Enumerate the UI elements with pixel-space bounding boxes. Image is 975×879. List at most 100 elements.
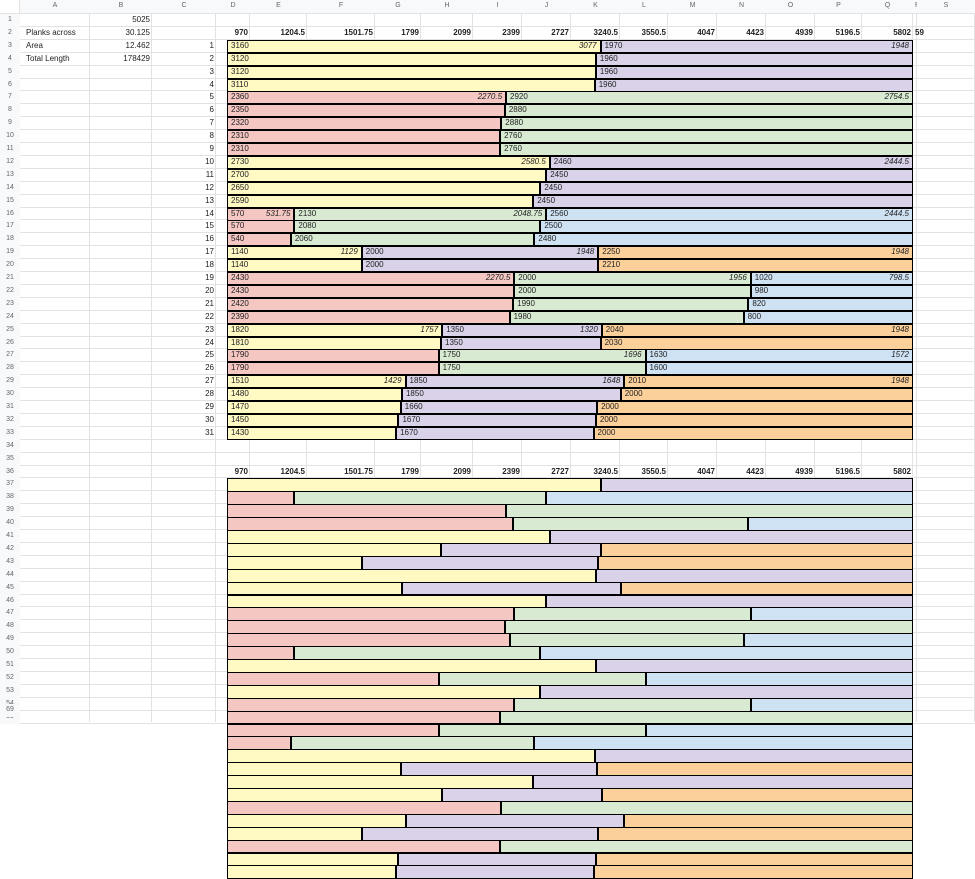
plank-segment[interactable]	[227, 130, 501, 144]
distance-header[interactable]: 2727	[551, 27, 569, 37]
compressed-plank-segment[interactable]	[227, 671, 439, 686]
plank-segment[interactable]	[514, 284, 751, 298]
plank-segment[interactable]	[598, 259, 913, 273]
plank-segment[interactable]	[227, 388, 402, 402]
plank-segment[interactable]	[227, 284, 515, 298]
compressed-plank-segment[interactable]	[227, 659, 596, 673]
distance-header[interactable]: 1204.5	[280, 466, 305, 476]
compressed-plank-segment[interactable]	[743, 633, 913, 648]
row-header[interactable]: 9	[0, 117, 20, 131]
column-header-d[interactable]: D	[216, 0, 250, 13]
compressed-plank-segment[interactable]	[227, 646, 295, 660]
plank-segment[interactable]	[506, 91, 913, 105]
plank-segment[interactable]	[595, 65, 913, 79]
plank-segment[interactable]	[294, 207, 547, 221]
distance-header[interactable]: 970	[234, 27, 248, 37]
plank-segment[interactable]	[600, 336, 913, 350]
compressed-plank-segment[interactable]	[540, 684, 913, 699]
compressed-plank-segment[interactable]	[227, 542, 441, 557]
row-header[interactable]: 23	[0, 297, 20, 311]
plank-segment[interactable]	[396, 426, 594, 440]
row-header[interactable]: 35	[0, 452, 20, 466]
row-header[interactable]: 11	[0, 143, 20, 156]
column-header-a[interactable]: A	[20, 0, 90, 13]
column-header-s[interactable]: S	[917, 0, 975, 13]
plank-segment[interactable]	[227, 52, 596, 66]
row-header[interactable]: 43	[0, 555, 20, 569]
row-header[interactable]: 2	[0, 26, 20, 40]
plank-segment[interactable]	[227, 143, 501, 156]
row-header[interactable]: 1	[0, 14, 20, 27]
distance-header[interactable]: 4047	[697, 466, 715, 476]
row-header[interactable]: 50	[0, 646, 20, 660]
plank-number[interactable]: 20	[205, 285, 214, 295]
row-header[interactable]: 8	[0, 104, 20, 118]
plank-segment[interactable]	[227, 426, 397, 440]
compressed-plank-segment[interactable]	[438, 723, 646, 738]
compressed-plank-segment[interactable]	[396, 865, 594, 879]
plank-segment[interactable]	[290, 233, 535, 247]
column-header-g[interactable]: G	[375, 0, 421, 13]
compressed-plank-segment[interactable]	[546, 491, 913, 506]
plank-segment[interactable]	[401, 388, 621, 402]
plank-segment[interactable]	[227, 259, 362, 273]
plank-segment[interactable]	[748, 297, 913, 311]
compressed-plank-segment[interactable]	[598, 826, 913, 841]
distance-header[interactable]: 3550.5	[641, 27, 666, 37]
plank-segment[interactable]	[500, 130, 913, 144]
row-header[interactable]: 6	[0, 78, 20, 92]
compressed-plank-segment[interactable]	[549, 530, 913, 544]
row-header[interactable]: 19	[0, 246, 20, 260]
plank-number[interactable]: 2	[209, 53, 214, 63]
compressed-plank-segment[interactable]	[540, 646, 913, 660]
plank-number[interactable]: 25	[205, 350, 214, 360]
distance-header[interactable]: 3240.5	[593, 27, 618, 37]
plank-segment[interactable]	[294, 220, 541, 234]
distance-header[interactable]: 4939	[795, 466, 813, 476]
plank-number[interactable]: 24	[205, 337, 214, 347]
compressed-plank-segment[interactable]	[227, 491, 295, 506]
plank-segment[interactable]	[620, 388, 913, 402]
compressed-plank-segment[interactable]	[294, 491, 547, 506]
compressed-plank-segment[interactable]	[227, 581, 402, 596]
column-header-n[interactable]: N	[717, 0, 766, 13]
row-header[interactable]: 13	[0, 168, 20, 182]
plank-segment[interactable]	[743, 310, 913, 324]
plank-segment[interactable]	[438, 362, 646, 376]
compressed-plank-segment[interactable]	[361, 555, 599, 570]
row-header[interactable]: 30	[0, 388, 20, 402]
plank-segment[interactable]	[597, 401, 913, 414]
row-header[interactable]: 3	[0, 39, 20, 53]
compressed-plank-segment[interactable]	[227, 568, 596, 583]
row-header[interactable]: 22	[0, 284, 20, 298]
distance-header[interactable]: 1799	[401, 466, 419, 476]
plank-segment[interactable]	[361, 259, 599, 273]
compressed-plank-segment[interactable]	[227, 839, 501, 854]
compressed-plank-segment[interactable]	[594, 749, 913, 764]
plank-segment[interactable]	[501, 117, 913, 131]
plank-segment[interactable]	[546, 168, 913, 182]
plank-number[interactable]: 21	[205, 298, 214, 308]
plank-number[interactable]: 5	[209, 92, 214, 102]
plank-segment[interactable]	[227, 168, 547, 182]
column-header-c[interactable]: C	[152, 0, 216, 13]
compressed-plank-segment[interactable]	[227, 865, 397, 879]
plank-number[interactable]: 31	[205, 427, 214, 437]
column-header-k[interactable]: K	[571, 0, 620, 13]
compressed-plank-segment[interactable]	[227, 775, 534, 789]
compressed-plank-segment[interactable]	[227, 517, 514, 531]
plank-segment[interactable]	[227, 65, 596, 79]
row-header[interactable]: 44	[0, 568, 20, 582]
compressed-plank-segment[interactable]	[600, 478, 913, 493]
plank-segment[interactable]	[227, 401, 401, 414]
plank-segment[interactable]	[227, 413, 399, 427]
plank-number[interactable]: 23	[205, 324, 214, 334]
row-header[interactable]: 39	[0, 504, 20, 518]
distance-header[interactable]: 5196.5	[835, 27, 860, 37]
column-header-b[interactable]: B	[90, 0, 152, 13]
plank-segment[interactable]	[227, 272, 515, 285]
column-header-f[interactable]: F	[307, 0, 375, 13]
compressed-plank-segment[interactable]	[227, 710, 501, 725]
column-header-j[interactable]: J	[522, 0, 571, 13]
